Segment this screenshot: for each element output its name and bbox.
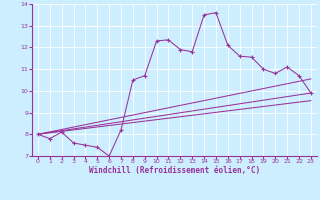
X-axis label: Windchill (Refroidissement éolien,°C): Windchill (Refroidissement éolien,°C) <box>89 166 260 175</box>
